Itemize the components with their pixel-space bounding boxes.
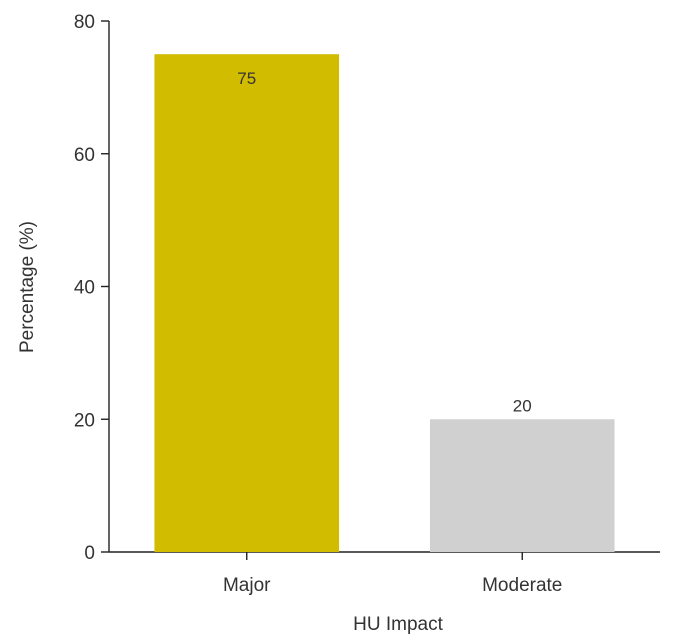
y-tick-label: 80 bbox=[74, 12, 95, 33]
y-axis-title: Percentage (%) bbox=[17, 221, 38, 353]
data-label: 20 bbox=[513, 396, 532, 415]
y-tick-label: 0 bbox=[84, 543, 95, 564]
y-tick-label: 20 bbox=[74, 410, 95, 431]
plot-area: 0 20 40 60 80 75 Major 20 Moderate bbox=[74, 12, 660, 596]
x-tick-label: Moderate bbox=[482, 575, 562, 596]
x-tick-label: Major bbox=[223, 575, 271, 596]
data-label: 75 bbox=[237, 69, 256, 88]
bar bbox=[429, 419, 615, 552]
bar bbox=[154, 54, 340, 552]
x-axis-title: HU Impact bbox=[353, 614, 443, 635]
y-tick-label: 40 bbox=[74, 278, 95, 299]
y-tick-label: 60 bbox=[74, 145, 95, 166]
